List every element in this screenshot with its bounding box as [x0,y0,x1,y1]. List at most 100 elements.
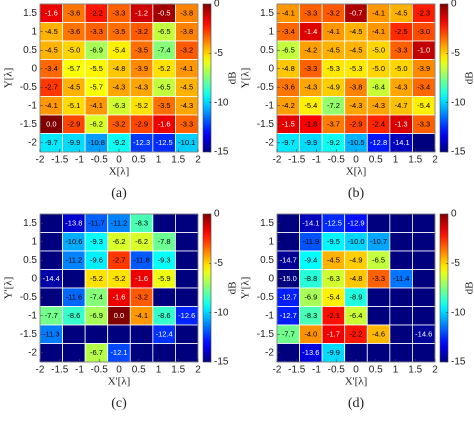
cell-label: -11.2 [66,256,83,265]
colorbar-label: dB [227,282,239,295]
empty-cell [107,324,131,344]
cell-label: -13.6 [302,348,319,357]
cell-label: -3.3 [304,9,317,18]
x-tick-label: -2 [36,365,45,376]
cell-label: -12.1 [110,348,127,357]
y-tick-label: -0.5 [257,292,275,303]
colorbar-tick-label: -5 [214,48,223,59]
empty-cell [175,213,199,233]
cell-label: -4.1 [180,64,193,73]
cell-label: -7.4 [158,46,171,55]
cell-label: -5.7 [90,83,103,92]
empty-cell [366,306,391,326]
x-tick-label: 1 [156,155,162,166]
cell-label: -13.8 [65,219,82,228]
cell-label: -5.0 [372,64,385,73]
colorbar-tick-label: -10 [214,307,229,318]
cell-label: -6.3 [113,101,126,110]
x-tick-label: -0.5 [328,365,346,376]
cell-label: -1.3 [395,120,408,129]
empty-cell [389,324,413,344]
cell-label: -3.0 [417,27,430,36]
caption: (d) [348,396,365,411]
cell-label: -5.0 [67,46,80,55]
cell-label: -4.3 [113,83,126,92]
cell-label: -11.3 [43,330,60,339]
cell-label: -4.2 [282,101,295,110]
cell-label: -3.4 [45,64,58,73]
cell-label: -4.1 [372,27,385,36]
cell-label: -10.0 [347,237,364,246]
cell-label: -6.2 [90,120,103,129]
y-tick-label: -0.5 [20,292,38,303]
cell-label: -9.3 [158,256,171,265]
cell-label: -15.0 [280,274,297,283]
cell-label: -1.4 [304,27,317,36]
x-tick-label: 2 [195,155,201,166]
y-tick-label: 0.5 [260,45,274,56]
colorbar-label: dB [227,72,239,85]
colorbar-tick-label: -5 [451,258,460,269]
empty-cell [39,250,63,270]
cell-label: -12.7 [280,293,297,302]
cell-label: -9.5 [327,237,340,246]
empty-cell [62,269,86,289]
x-tick-label: -1 [75,365,84,376]
cell-label: -3.4 [417,83,430,92]
x-tick-label: 0 [116,365,122,376]
y-tick-label: -1 [265,310,274,321]
cell-label: -1.2 [135,9,148,18]
colorbar-label: dB [464,282,474,295]
cell-label: -7.7 [45,311,58,320]
caption: (c) [111,396,127,411]
cell-label: -3.3 [395,46,408,55]
cell-label: -2.9 [350,120,363,129]
empty-cell [276,213,300,233]
cell-label: -1.6 [158,120,171,129]
cell-label: -6.3 [327,274,340,283]
empty-cell [62,343,86,363]
x-tick-label: 0 [353,155,359,166]
cell-label: -8.8 [304,274,317,283]
cell-label: -4.3 [304,83,317,92]
y-tick-label: -2 [265,137,274,148]
y-tick-label: -0.5 [20,82,38,93]
cell-label: -3.3 [304,64,317,73]
x-axis-label: X'[λ] [108,376,131,388]
cell-label: -4.5 [67,83,80,92]
empty-cell [412,250,436,270]
cell-label: -12.3 [133,138,150,147]
cell-label: -3.6 [67,9,80,18]
y-tick-label: -1.5 [257,329,275,340]
colorbar [202,213,212,363]
cell-label: -5.2 [158,64,171,73]
cell-label: -9.9 [327,348,340,357]
colorbar-tick-label: 0 [214,209,220,220]
cell-label: -12.8 [370,138,387,147]
cell-label: -3.4 [282,27,295,36]
cell-label: -0.5 [158,9,171,18]
cell-label: -4.8 [113,64,126,73]
y-tick-label: -1 [28,100,37,111]
cell-label: -3.9 [417,64,430,73]
x-tick-label: 2 [195,365,201,376]
empty-cell [366,213,391,233]
cell-label: -11.4 [393,274,410,283]
x-tick-label: 0 [353,365,359,376]
y-tick-label: 0 [31,63,37,74]
empty-cell [175,232,199,252]
cell-label: -4.1 [90,101,103,110]
cell-label: -3.9 [135,64,148,73]
cell-label: -3.2 [113,120,126,129]
cell-label: -12.7 [280,311,297,320]
empty-cell [412,343,436,363]
y-axis-label: Y'[λ] [3,277,15,300]
cell-label: -7.2 [327,101,340,110]
empty-cell [366,287,391,307]
empty-cell [276,232,300,252]
cell-label: -1.6 [113,293,126,302]
colorbar-tick-label: -15 [451,147,466,158]
colorbar-tick-label: 0 [451,209,457,220]
cell-label: -4.5 [45,27,58,36]
y-tick-label: -2 [28,347,37,358]
